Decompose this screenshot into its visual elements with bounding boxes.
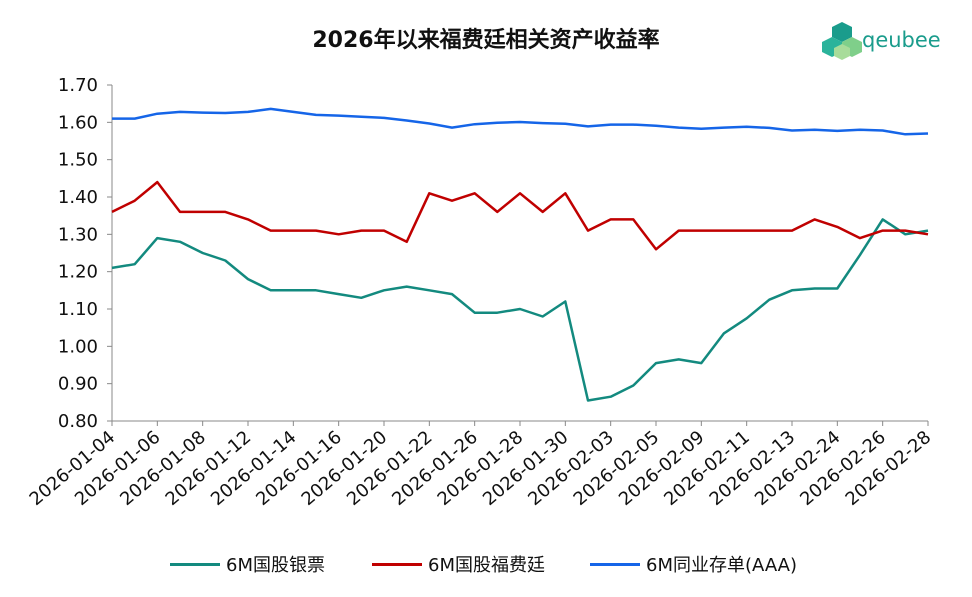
- qeubee-logo-icon: [822, 22, 862, 60]
- series-lines: [111, 107, 929, 402]
- y-axis-labels: 0.80 0.90 1.00 1.10 1.20 1.30 1.40 1.50 1.60 1.70: [58, 75, 98, 432]
- chart-title: 2026年以来福费廷相关资产收益率: [312, 28, 660, 53]
- legend-label: 6M国股银票: [226, 555, 325, 576]
- series-line-1: [111, 180, 929, 251]
- series-line-0: [111, 218, 929, 402]
- legend-swatch: [170, 562, 220, 566]
- y-tick-label: 1.10: [58, 299, 98, 320]
- y-tick-label: 1.70: [58, 75, 98, 96]
- brand-name: qeubee: [862, 28, 941, 52]
- legend-item-fufeiting: 6M国股福费廷: [372, 551, 545, 577]
- y-tick-label: 1.50: [58, 150, 98, 171]
- y-tick-label: 0.90: [58, 374, 98, 395]
- legend-item-cundan: 6M同业存单(AAA): [590, 551, 797, 577]
- legend-swatch: [372, 562, 422, 566]
- y-tick-label: 1.60: [58, 112, 98, 133]
- y-tick-label: 1.20: [58, 262, 98, 283]
- x-axis-labels: 2026-01-042026-01-062026-01-082026-01-12…: [26, 427, 936, 510]
- y-tick-label: 0.80: [58, 411, 98, 432]
- legend-label: 6M同业存单(AAA): [646, 555, 797, 576]
- legend-swatch: [590, 562, 640, 566]
- legend-label: 6M国股福费廷: [428, 555, 545, 576]
- y-tick-label: 1.30: [58, 224, 98, 245]
- y-tick-label: 1.40: [58, 187, 98, 208]
- y-tick-label: 1.00: [58, 336, 98, 357]
- series-line-2: [112, 107, 929, 136]
- chart-axes: [107, 84, 929, 426]
- legend-item-yinpiao: 6M国股银票: [170, 551, 325, 577]
- chart-legend: 6M国股银票 6M国股福费廷 6M同业存单(AAA): [0, 551, 972, 579]
